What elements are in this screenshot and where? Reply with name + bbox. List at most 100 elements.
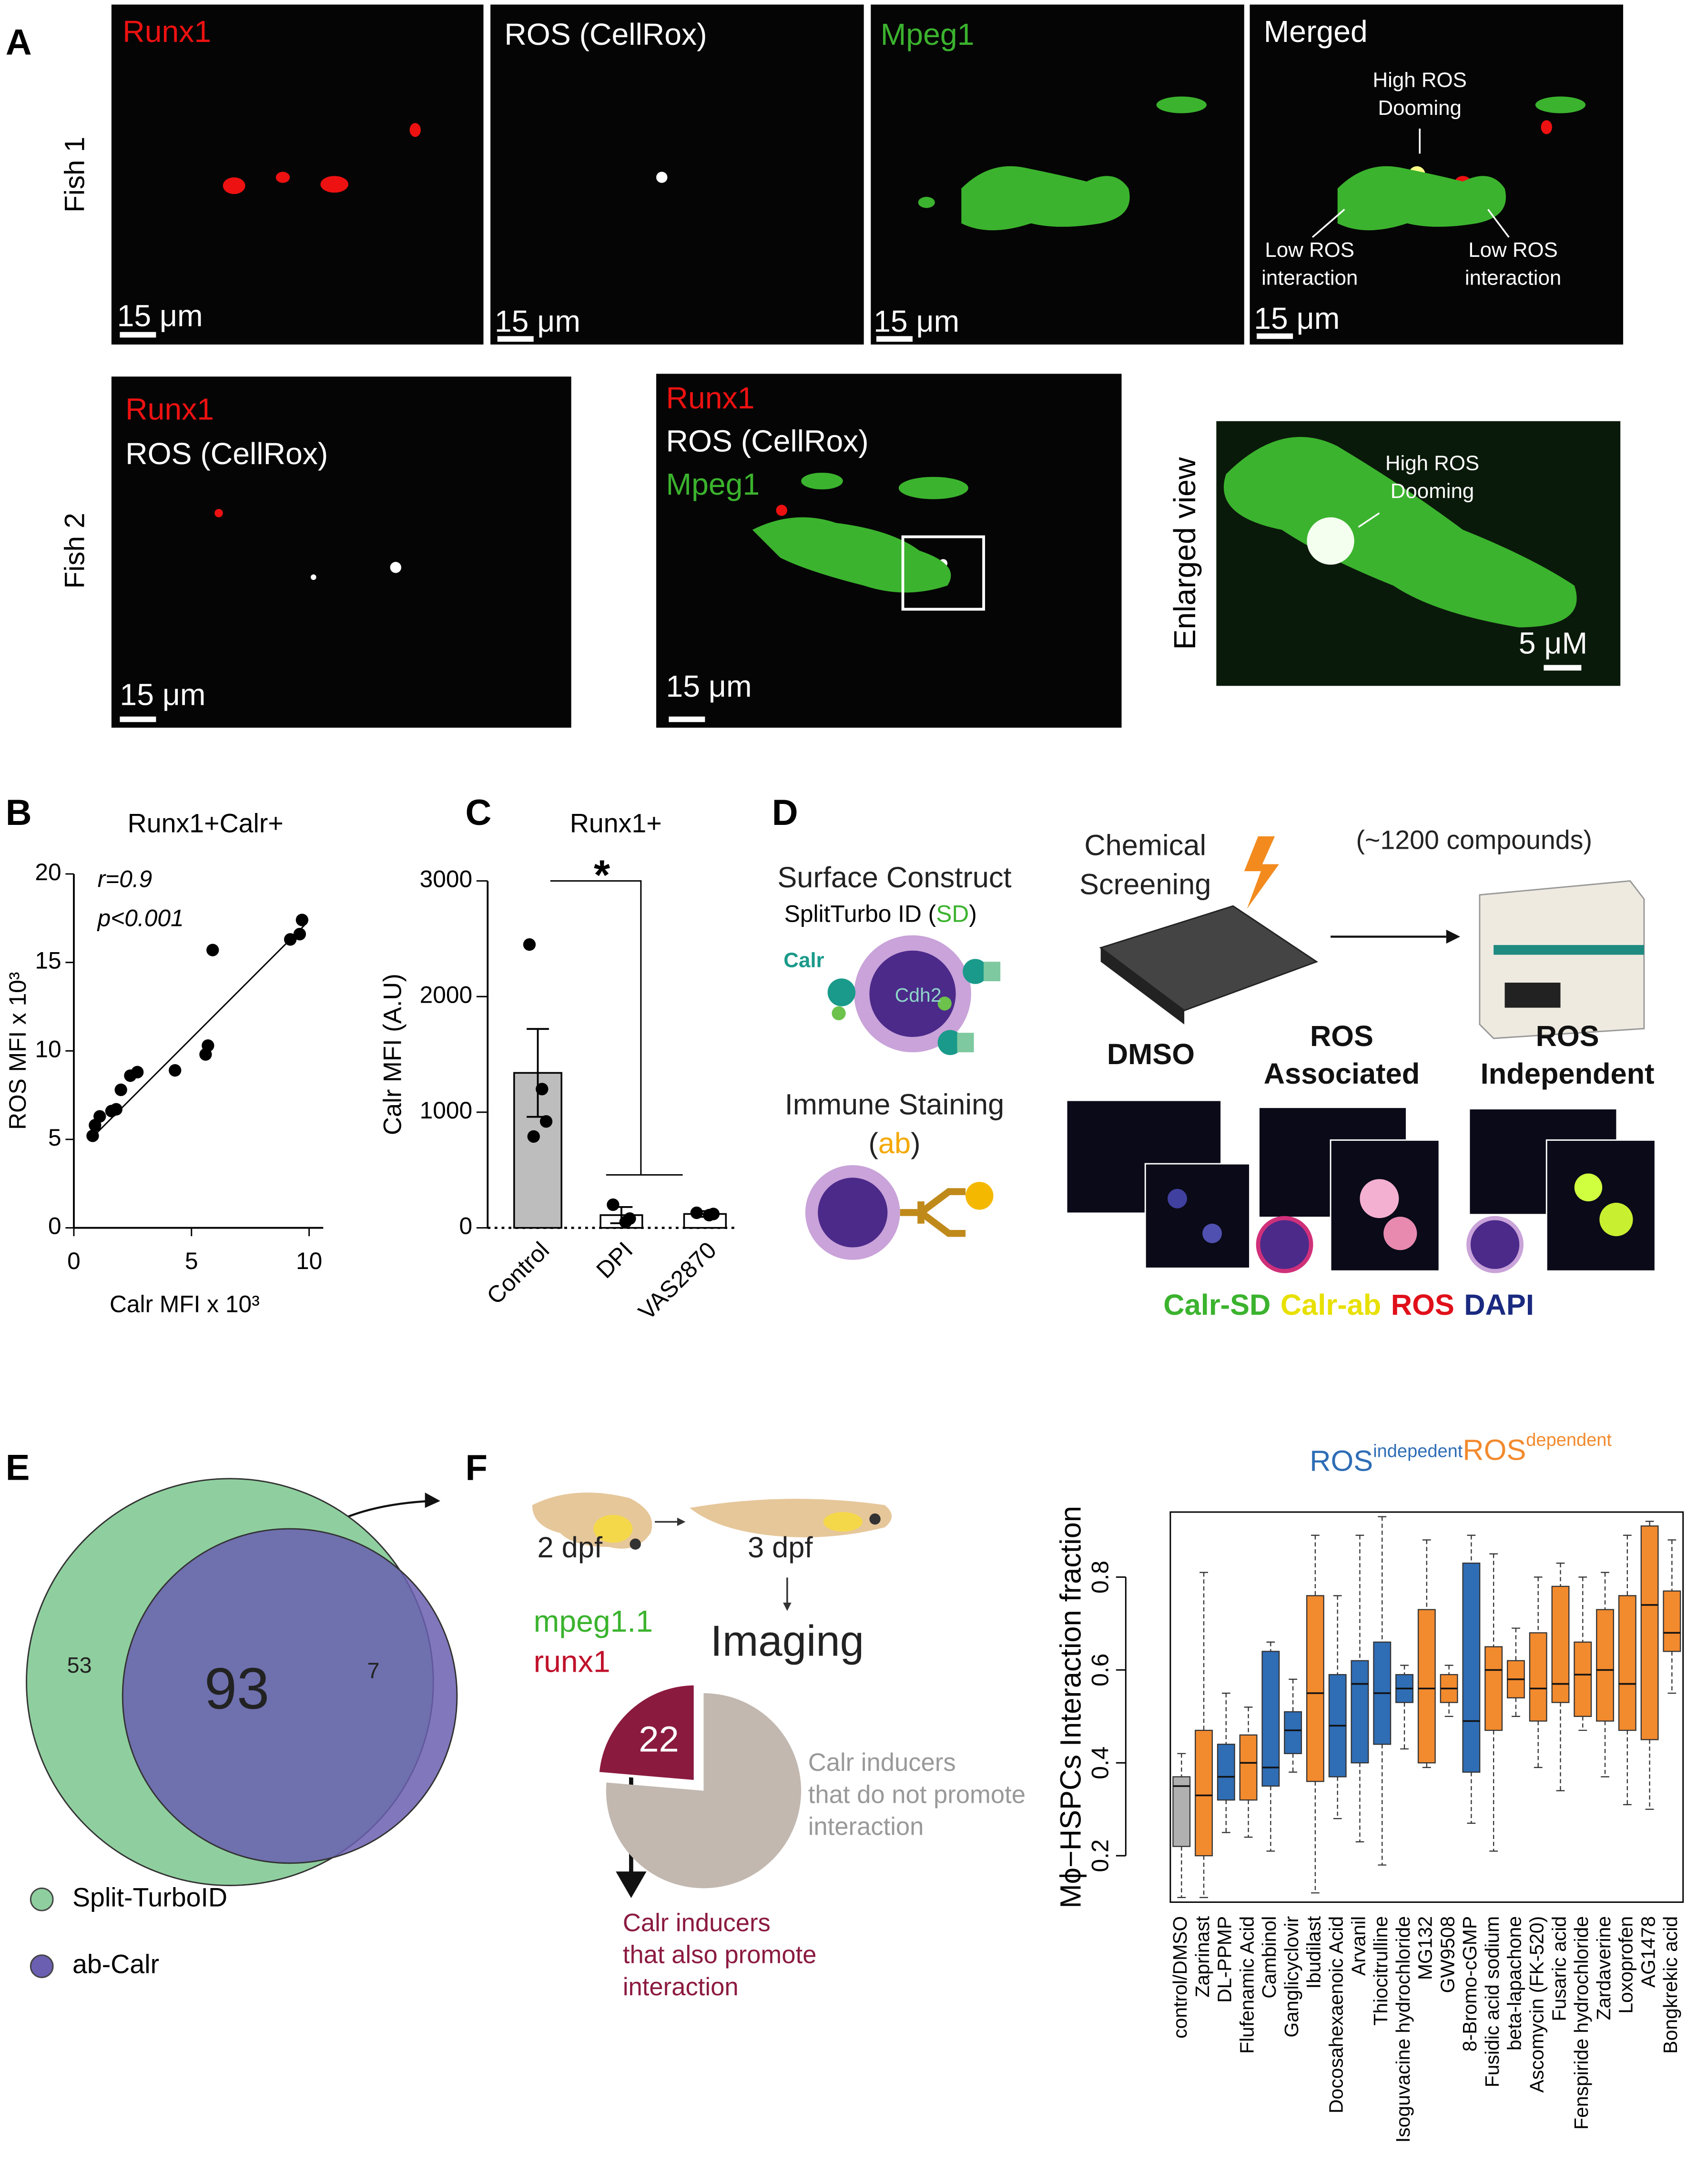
reader (1479, 880, 1645, 1039)
y-tick-label: 0 (459, 1213, 472, 1239)
screening-diagram (1067, 836, 1656, 1273)
slice-label: 22 (639, 1719, 679, 1760)
legend-marker (30, 1954, 54, 1978)
arrowhead (616, 1871, 647, 1898)
panel-label: F (465, 1447, 487, 1488)
legend-label: Split-TurboID (72, 1882, 227, 1912)
text-fragment: ab (878, 1127, 911, 1160)
yolk (593, 1514, 633, 1543)
cell (1599, 1202, 1633, 1237)
annotation-line: Low ROS (1468, 238, 1558, 262)
text-line: Independent (1481, 1057, 1655, 1090)
annotation-line: interaction (1261, 266, 1358, 289)
text-line: Chemical (1084, 829, 1206, 862)
x-axis-label: Calr MFI x 10³ (110, 1290, 260, 1317)
micrograph (1250, 4, 1624, 345)
pie-slice (596, 1682, 697, 1783)
chart-title: Runx1+Calr+ (128, 808, 284, 838)
construct-diagram (805, 935, 1001, 1260)
channel-label: Merged (1264, 14, 1368, 49)
box (1239, 1734, 1258, 1801)
x-tick-label: AG1478 (1637, 1916, 1659, 1988)
point (707, 1208, 720, 1220)
point (523, 938, 536, 951)
micrograph (111, 376, 571, 728)
cell (1574, 1173, 1603, 1202)
x-tick-label: Ganglicyclovir (1280, 1916, 1302, 2038)
x-tick-label: Ascomycin (FK-520) (1526, 1916, 1548, 2093)
legend-item: DAPI (1464, 1289, 1534, 1321)
point (93, 1110, 106, 1123)
tag (957, 1033, 974, 1053)
legend-marker (30, 1887, 54, 1911)
arrowhead (677, 1517, 686, 1526)
x-tick-label: Bongkrekic acid (1659, 1916, 1681, 2054)
arrowhead (783, 1603, 792, 1611)
x-tick-label: Arvanil (1347, 1916, 1369, 1976)
cell (1202, 1223, 1222, 1243)
annotation-line: Dooming (1391, 479, 1474, 502)
y-tick-label: 0.2 (1087, 1839, 1114, 1872)
x-tick-label: MG132 (1414, 1916, 1436, 1980)
panel-label: B (6, 792, 32, 833)
scale-bar-label: 15 μm (120, 678, 205, 712)
eye (630, 1538, 641, 1550)
point (206, 944, 219, 956)
x-tick-label: beta-lapachone (1504, 1916, 1525, 2051)
cell-body (818, 1178, 888, 1248)
scale-bar-label: 15 μm (874, 304, 959, 338)
box (1529, 1632, 1547, 1722)
x-tick-label: Loxoprofen (1615, 1916, 1637, 2014)
point (293, 928, 306, 941)
point (690, 1206, 703, 1219)
heading: Immune Staining (785, 1088, 1005, 1121)
box (1195, 1729, 1213, 1857)
calr-label: Calr (783, 949, 824, 972)
box (1351, 1660, 1369, 1764)
set-count: 53 (67, 1653, 92, 1677)
x-tick-label: Isoguvacine hydrochloride (1392, 1916, 1414, 2143)
y-tick-label: 10 (35, 1036, 61, 1062)
subheading: SplitTurbo ID (SD) (784, 901, 977, 927)
stage-label: 3 dpf (748, 1531, 813, 1564)
box (1172, 1776, 1191, 1847)
row-label: Fish 2 (59, 513, 90, 589)
significance-label: * (594, 852, 610, 898)
point (295, 914, 309, 926)
cell (1383, 1217, 1417, 1250)
micrograph (1144, 1163, 1250, 1269)
line-label: mpeg1.1 (534, 1604, 653, 1638)
x-tick-label: Cambinol (1258, 1916, 1280, 1999)
scale-bar-label: 15 μm (1254, 301, 1340, 335)
point (607, 1198, 620, 1211)
legend: ROSindepedentROSdependent (1310, 1430, 1612, 1478)
annotation-line: High ROS (1373, 68, 1467, 91)
y-tick-label: 2000 (420, 981, 473, 1008)
slice-annotation: interaction (808, 1813, 924, 1841)
box (1640, 1525, 1659, 1740)
plate (1099, 905, 1319, 1012)
slice-annotation: interaction (623, 1973, 739, 2001)
cell (1466, 1216, 1524, 1273)
panel-label: C (465, 792, 491, 833)
x-tick-label: Fusaric acid (1548, 1916, 1570, 2021)
condition-label: ROS Associated (1264, 1020, 1420, 1090)
compound-count: (~1200 compounds) (1356, 825, 1592, 854)
box (1551, 1585, 1570, 1703)
micrograph (871, 4, 1244, 345)
y-axis-label: Calr MFI (A.U) (378, 974, 406, 1135)
legend-superscript: indepedent (1373, 1441, 1463, 1461)
channel-label: ROS (CellRox) (125, 437, 328, 471)
channel-label: Runx1 (666, 381, 755, 415)
x-tick-label: Fusidic acid sodium (1481, 1916, 1503, 2087)
panel-label: D (772, 792, 798, 833)
text-fragment: ) (911, 1127, 920, 1160)
annotation-line: High ROS (1385, 451, 1479, 475)
x-tick-label: Ibudilast (1303, 1916, 1325, 1989)
y-tick-label: 0.6 (1087, 1654, 1114, 1686)
slice-annotation: that also promote (623, 1941, 816, 1969)
micrograph (490, 4, 864, 345)
scale-bar-label: 15 μm (495, 304, 580, 338)
box (1417, 1609, 1436, 1764)
subheading: (ab) (868, 1127, 920, 1160)
